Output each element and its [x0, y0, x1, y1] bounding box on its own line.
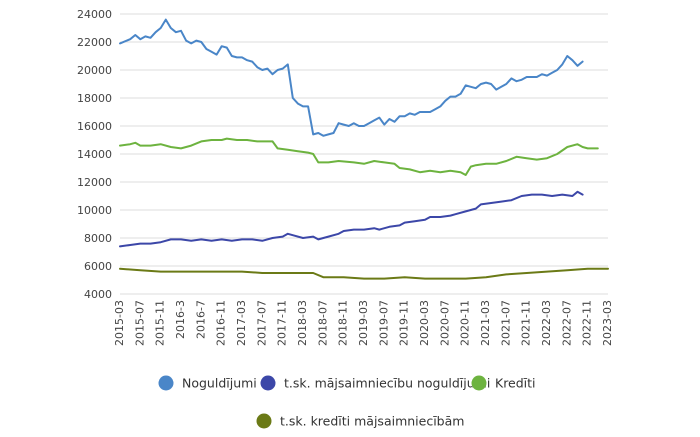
x-tick-label: 2017-07	[255, 300, 268, 346]
x-tick-label: 2022-03	[540, 300, 553, 346]
x-tick-label: 2017-03	[235, 300, 248, 346]
x-tick-label: 2016-7	[194, 300, 207, 339]
x-tick-label: 2016-3	[174, 300, 187, 339]
x-tick-label: 2022-07	[560, 300, 573, 346]
x-tick-label: 2020-03	[418, 300, 431, 346]
y-tick-label: 22000	[77, 36, 112, 49]
x-tick-label: 2018-11	[337, 300, 350, 346]
y-tick-label: 24000	[77, 8, 112, 21]
series-lines	[119, 18, 609, 280]
legend-label: t.sk. kredīti mājsaimniecībām	[280, 414, 464, 429]
series-line-1	[119, 18, 584, 137]
y-tick-label: 6000	[84, 260, 112, 273]
legend-label: Noguldījumi	[182, 376, 257, 391]
x-tick-label: 2022-11	[581, 300, 594, 346]
x-tick-label: 2016-11	[215, 300, 228, 346]
legend-marker	[256, 413, 272, 429]
x-tick-label: 2018-07	[316, 300, 329, 346]
gridlines	[120, 13, 608, 295]
x-tick-label: 2015-03	[113, 300, 126, 346]
y-tick-label: 8000	[84, 232, 112, 245]
series-line-3	[119, 137, 599, 176]
y-tick-label: 4000	[84, 288, 112, 301]
legend-marker	[158, 375, 174, 391]
y-tick-label: 14000	[77, 148, 112, 161]
x-tick-label: 2023-03	[601, 300, 614, 346]
x-tick-label: 2020-07	[438, 300, 451, 346]
x-tick-label: 2021-07	[499, 300, 512, 346]
x-tick-label: 2018-03	[296, 300, 309, 346]
x-tick-label: 2020-11	[459, 300, 472, 346]
legend-label: Kredīti	[495, 376, 536, 391]
legend-label: t.sk. mājsaimniecību noguldījumi	[284, 376, 490, 391]
y-tick-label: 20000	[77, 64, 112, 77]
y-axis-ticks: 4000 6000 8000 10000 12000 14000 16000 18000 200…	[77, 8, 112, 301]
series-line-2	[119, 190, 584, 248]
y-tick-label: 12000	[77, 176, 112, 189]
legend-marker	[260, 375, 276, 391]
x-tick-label: 2021-03	[479, 300, 492, 346]
x-axis-ticks: 2015-03 2015-07 2015-11 2016-3 2016-7 2016-11…	[113, 300, 614, 346]
x-tick-label: 2019-11	[398, 300, 411, 346]
x-tick-label: 2015-11	[154, 300, 167, 346]
legend: Noguldījumi t.sk. mājsaimniecību noguldīj…	[158, 375, 536, 429]
x-tick-label: 2017-11	[276, 300, 289, 346]
x-tick-label: 2015-07	[133, 300, 146, 346]
legend-marker	[471, 375, 487, 391]
series-line-4	[119, 267, 609, 280]
y-tick-label: 16000	[77, 120, 112, 133]
x-tick-label: 2021-11	[520, 300, 533, 346]
y-tick-label: 18000	[77, 92, 112, 105]
x-tick-label: 2019-07	[377, 300, 390, 346]
y-tick-label: 10000	[77, 204, 112, 217]
x-tick-label: 2019-03	[357, 300, 370, 346]
